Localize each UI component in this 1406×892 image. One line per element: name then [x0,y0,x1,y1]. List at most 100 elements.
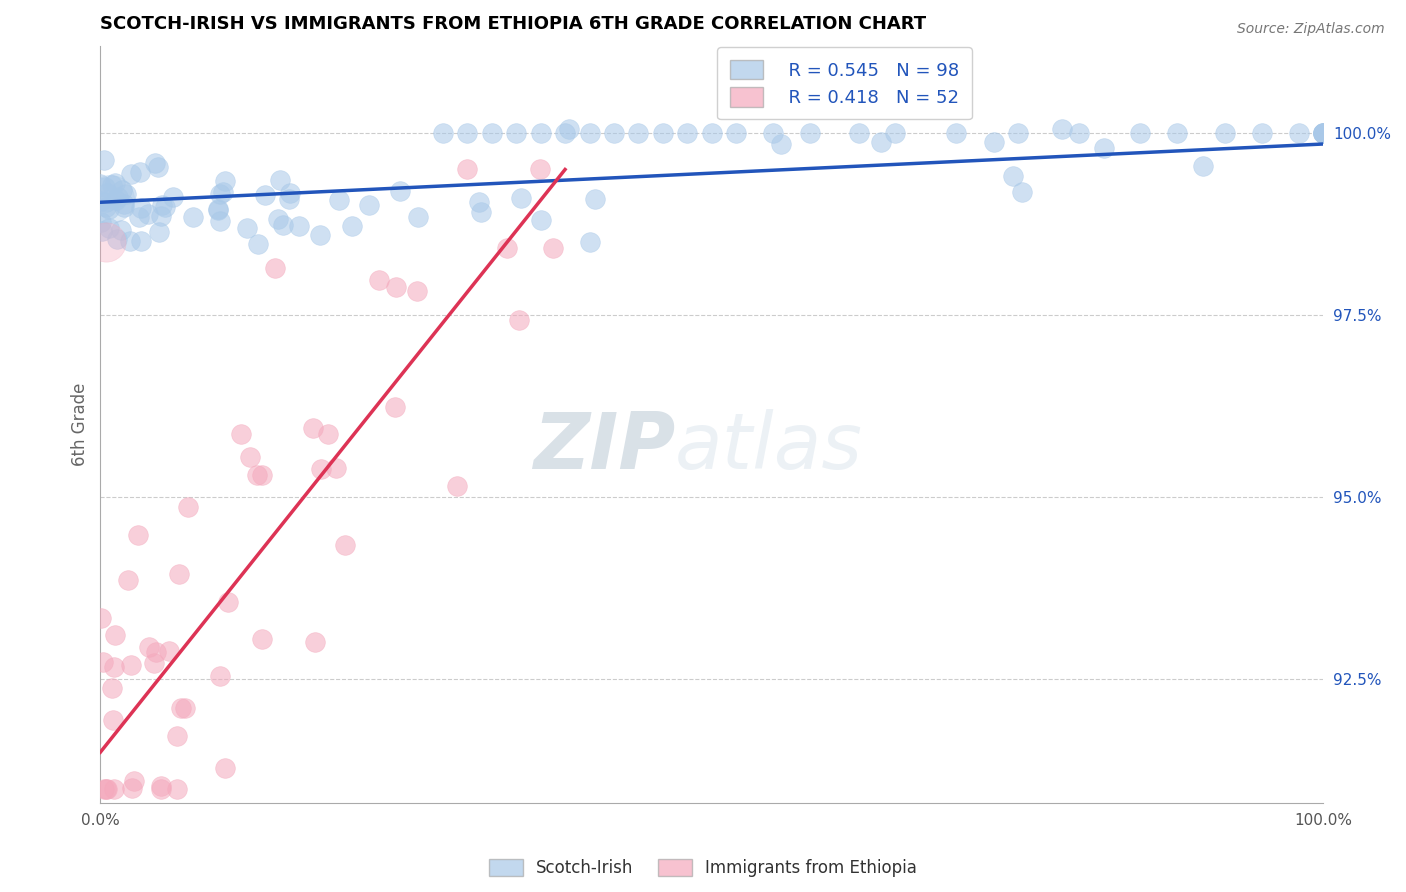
Point [309,462,332,476]
Point [446,479,468,493]
Point [252,632,274,646]
Point [143,656,166,670]
Point [406,284,429,298]
Point [583,193,606,207]
Point [101,681,124,695]
Point [120,167,142,181]
Point [762,126,785,140]
Point [554,126,576,140]
Point [676,126,699,140]
Point [150,198,173,212]
Point [121,781,143,796]
Point [1166,126,1188,140]
Point [212,186,235,200]
Point [529,162,551,177]
Point [529,213,551,227]
Point [700,126,723,140]
Point [269,173,291,187]
Point [651,126,673,140]
Point [510,191,533,205]
Point [309,228,332,243]
Point [277,192,299,206]
Point [384,401,406,415]
Point [153,200,176,214]
Point [96,781,118,796]
Point [143,156,166,170]
Point [104,176,127,190]
Point [105,194,128,208]
Point [627,126,650,140]
Point [117,573,139,587]
Point [94,200,117,214]
Point [166,729,188,743]
Point [1312,126,1334,140]
Point [127,528,149,542]
Point [470,205,492,219]
Point [1050,122,1073,136]
Point [208,187,231,202]
Point [406,210,429,224]
Point [389,184,412,198]
Point [122,773,145,788]
Point [207,203,229,218]
Point [316,427,339,442]
Point [150,779,173,793]
Point [166,781,188,796]
Point [98,220,121,235]
Point [432,126,454,140]
Point [1251,126,1274,140]
Point [207,202,229,216]
Point [89,177,111,191]
Point [481,126,503,140]
Point [94,195,117,210]
Point [342,219,364,233]
Point [146,161,169,175]
Point [148,226,170,240]
Point [1312,126,1334,140]
Point [120,235,142,249]
Point [945,126,967,140]
Point [1312,126,1334,140]
Point [1011,185,1033,199]
Point [870,135,893,149]
Point [529,126,551,140]
Point [1215,126,1237,140]
Point [333,538,356,552]
Point [325,461,347,475]
Point [278,186,301,200]
Point [138,640,160,654]
Point [129,165,152,179]
Y-axis label: 6th Grade: 6th Grade [72,383,89,467]
Point [103,781,125,796]
Point [157,644,180,658]
Point [112,200,135,214]
Point [105,231,128,245]
Point [456,126,478,140]
Point [558,122,581,136]
Point [129,202,152,216]
Point [174,700,197,714]
Point [94,179,117,194]
Point [96,235,118,250]
Point [149,209,172,223]
Point [101,713,124,727]
Point [246,468,269,483]
Point [90,194,112,208]
Point [162,190,184,204]
Point [1288,126,1310,140]
Point [170,701,193,715]
Point [145,645,167,659]
Point [1312,126,1334,140]
Point [508,313,530,327]
Point [104,628,127,642]
Point [129,234,152,248]
Point [302,420,325,434]
Point [247,237,270,252]
Legend:   R = 0.545   N = 98,   R = 0.418   N = 52: R = 0.545 N = 98, R = 0.418 N = 52 [717,47,972,120]
Point [236,220,259,235]
Point [496,242,519,256]
Text: ZIP: ZIP [533,409,675,485]
Legend: Scotch-Irish, Immigrants from Ethiopia: Scotch-Irish, Immigrants from Ethiopia [482,852,924,884]
Text: SCOTCH-IRISH VS IMMIGRANTS FROM ETHIOPIA 6TH GRADE CORRELATION CHART: SCOTCH-IRISH VS IMMIGRANTS FROM ETHIOPIA… [100,15,927,33]
Text: Source: ZipAtlas.com: Source: ZipAtlas.com [1237,22,1385,37]
